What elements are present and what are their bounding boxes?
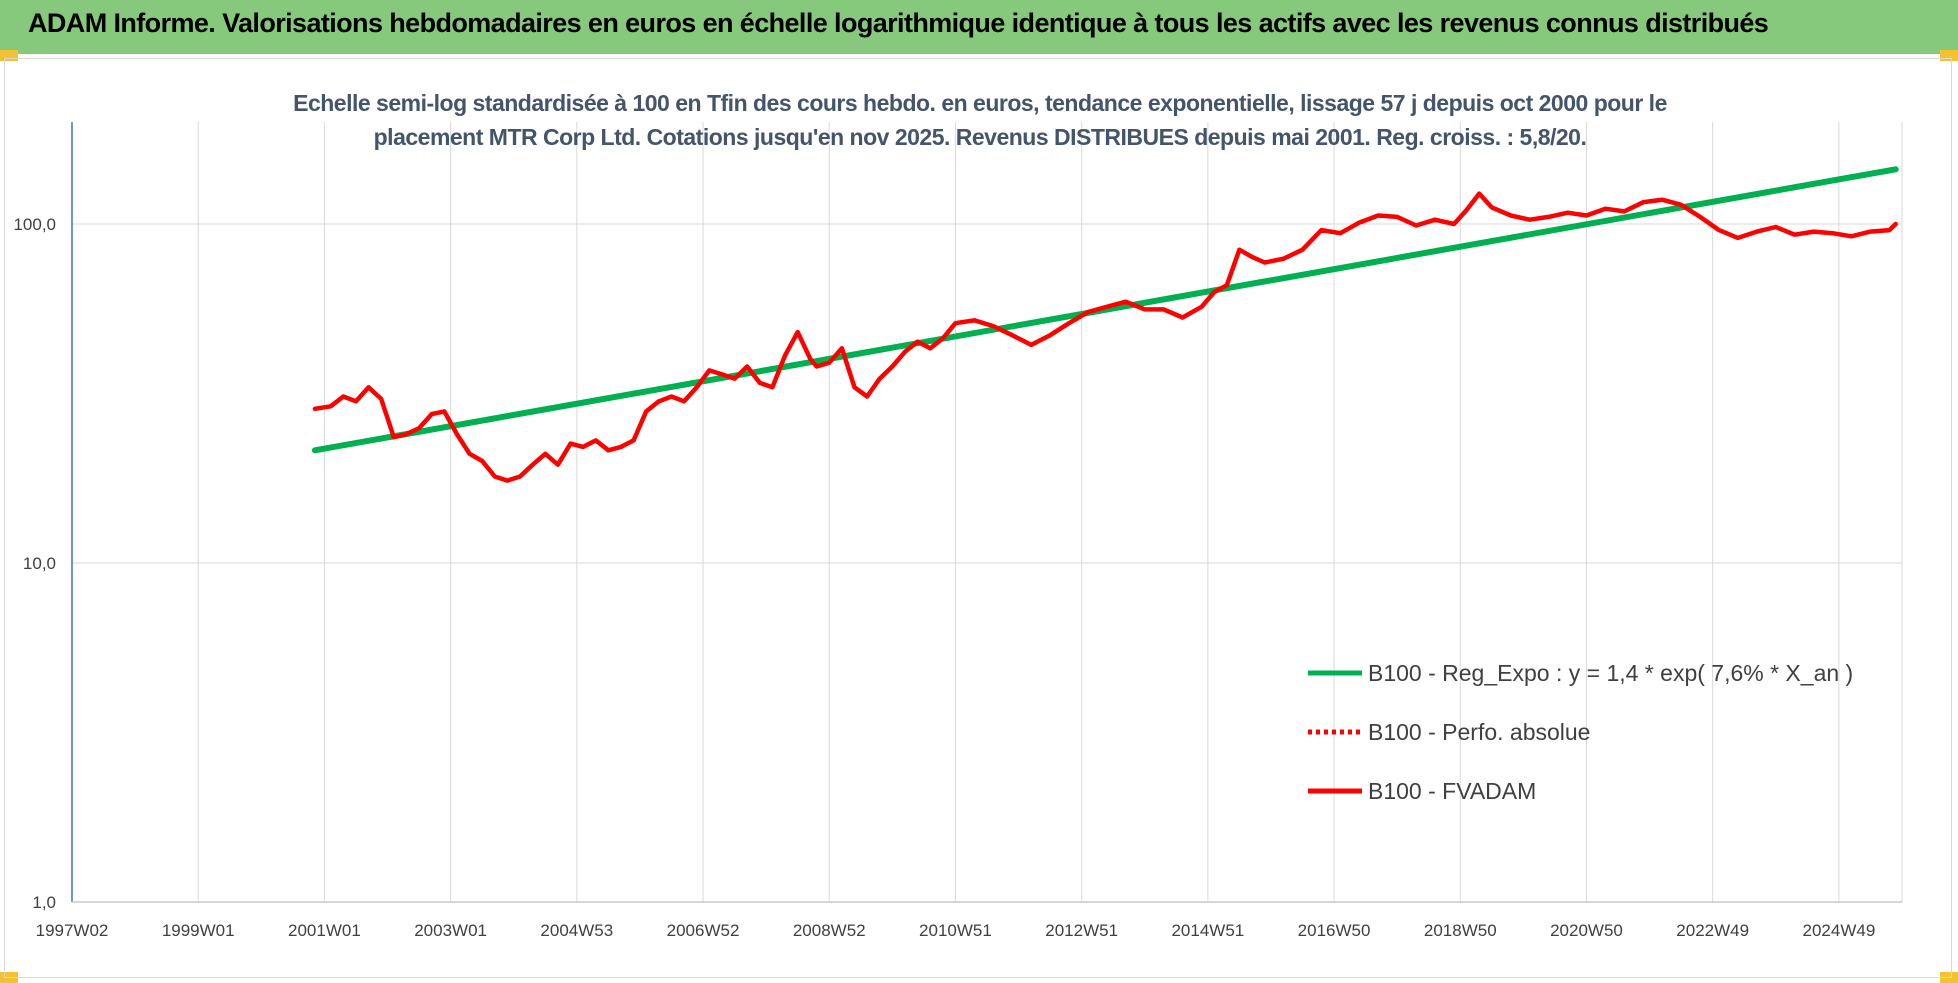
x-tick-label: 2006W52 [667, 921, 740, 940]
x-tick-label: 2024W49 [1803, 921, 1876, 940]
title-banner: ADAM Informe. Valorisations hebdomadaire… [0, 0, 1958, 54]
y-tick-label: 100,0 [13, 215, 56, 234]
x-tick-label: 2001W01 [288, 921, 361, 940]
y-tick-label: 10,0 [23, 554, 56, 573]
x-tick-label: 2014W51 [1171, 921, 1244, 940]
x-tick-label: 2010W51 [919, 921, 992, 940]
legend-label-1: B100 - Reg_Expo : y = 1,4 * exp( 7,6% * … [1368, 660, 1853, 686]
x-tick-label: 2012W51 [1045, 921, 1118, 940]
x-tick-label: 2020W50 [1550, 921, 1623, 940]
x-tick-label: 2003W01 [414, 921, 487, 940]
grid-layer [71, 122, 1903, 903]
x-tick-label: 1999W01 [162, 921, 235, 940]
x-tick-label: 2008W52 [793, 921, 866, 940]
y-tick-label: 1,0 [32, 893, 56, 912]
x-tick-label: 2016W50 [1298, 921, 1371, 940]
chart-title: Echelle semi-log standardisée à 100 en T… [293, 90, 1667, 150]
axis-layer: 1997W02 1999W01 2001W01 2003W01 2004W53 2006W… [13, 122, 1902, 940]
x-tick-label: 2022W49 [1676, 921, 1749, 940]
x-tick-label: 1997W02 [36, 921, 109, 940]
legend-label-3: B100 - FVADAM [1368, 778, 1536, 804]
x-tick-label: 2004W53 [540, 921, 613, 940]
chart-frame [4, 58, 1952, 978]
legend-label-2: B100 - Perfo. absolue [1368, 719, 1590, 745]
banner-title: ADAM Informe. Valorisations hebdomadaire… [28, 8, 1769, 38]
series-line-1 [311, 166, 1899, 454]
legend: B100 - Reg_Expo : y = 1,4 * exp( 7,6% * … [1308, 660, 1853, 804]
x-tick-label: 2018W50 [1424, 921, 1497, 940]
series-layer [311, 166, 1899, 483]
series-line-3 [312, 191, 1898, 483]
corner-marker-top-left [0, 50, 18, 61]
corner-marker-top-right [1940, 50, 1958, 61]
